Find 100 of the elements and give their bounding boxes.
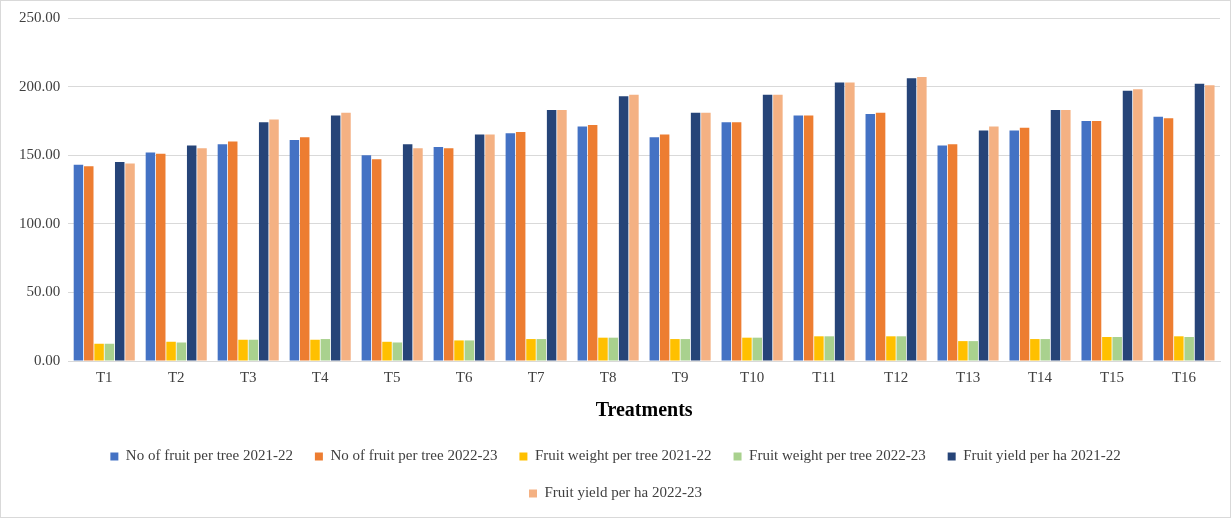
bar [515,131,526,361]
bar [701,112,711,361]
bar [1194,83,1205,361]
bar [526,339,536,361]
bar [845,82,855,361]
bar [217,144,228,361]
bar [505,133,516,361]
bar [557,109,567,361]
x-tick-label: T3 [239,368,257,385]
bar [742,337,752,361]
bar [752,337,763,361]
bar [1030,339,1040,361]
bar [176,342,187,361]
bar [382,341,392,361]
bar [392,342,403,361]
bar [1050,109,1061,361]
bar [166,341,176,361]
bar [577,126,588,361]
x-tick-label: T15 [1099,368,1125,385]
legend-label: Fruit yield per ha 2021-22 [963,447,1121,464]
y-tick-label: 0.00 [34,351,61,368]
bar [690,112,701,361]
bar [814,336,824,361]
bar [248,339,259,361]
bar [865,114,876,361]
bar [104,343,115,361]
bar [978,130,989,361]
bar [145,152,156,361]
bar [1061,109,1071,361]
bar [886,336,896,361]
x-tick-label: T14 [1027,368,1053,385]
bar [1133,89,1143,361]
legend-label: No of fruit per tree 2022-23 [330,447,498,464]
bar [443,148,454,361]
bar [659,134,670,361]
bar [114,162,125,361]
bar [906,78,917,361]
bar [680,339,691,361]
bar [989,126,999,361]
x-tick-label: T1 [95,368,113,385]
bar [454,340,464,361]
bar [186,145,197,361]
bar [834,82,845,361]
bar [803,115,814,361]
y-tick-label: 50.00 [26,283,61,300]
bar [587,125,598,361]
bar [73,164,84,361]
y-tick-label: 150.00 [19,146,61,163]
bar [371,159,382,361]
bar [598,337,608,361]
bar [156,153,166,361]
bar [1112,336,1122,361]
bar [433,146,444,361]
bar [299,137,310,361]
bar [1081,120,1091,361]
bar [227,141,238,361]
x-tick-label: T9 [671,368,689,385]
bar [474,134,485,361]
bar [1009,130,1019,361]
bar [258,122,269,361]
y-tick-label: 250.00 [19,8,61,25]
bar [773,94,783,361]
bar [84,166,94,361]
x-tick-label: T12 [883,368,909,385]
bar [670,339,680,361]
y-tick-label: 100.00 [19,214,61,231]
y-tick-label: 200.00 [19,77,61,94]
bar [485,134,495,361]
bar [310,339,320,361]
bar [289,140,300,361]
bar [238,339,248,361]
bar [402,144,413,361]
bar [1019,127,1030,361]
bar [1174,336,1184,361]
x-tick-label: T11 [812,368,836,385]
legend-label: No of fruit per tree 2021-22 [125,447,293,464]
legend-label: Fruit weight per tree 2021-22 [534,447,712,464]
bar [341,112,351,361]
bar [958,341,968,361]
bar [608,337,619,361]
legend-label: Fruit weight per tree 2022-23 [749,447,926,464]
bar [546,109,557,361]
bar [721,122,732,361]
bar [464,340,475,361]
x-tick-label: T16 [1171,368,1197,385]
x-tick-label: T2 [167,368,185,385]
bar [1163,118,1174,361]
bar [731,122,742,361]
bar [793,115,804,361]
x-tick-label: T7 [527,368,545,385]
bar [413,148,423,361]
bar [917,77,927,361]
bar [649,137,660,361]
bar [937,145,948,361]
bar [762,94,773,361]
x-tick-label: T8 [599,368,617,385]
x-tick-label: T6 [455,368,473,385]
bar [968,341,978,361]
legend-label: Fruit yield per ha 2022-23 [544,484,702,501]
bar [125,163,135,361]
